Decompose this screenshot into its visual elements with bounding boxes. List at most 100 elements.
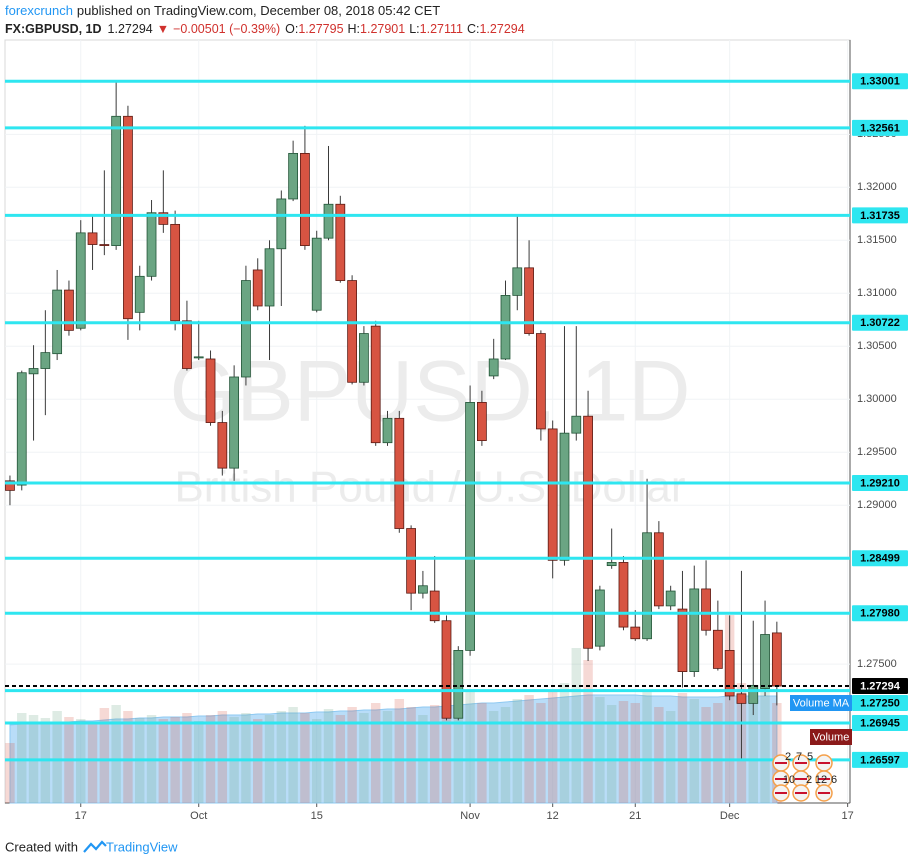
volume-bar	[111, 705, 121, 803]
level-label-box	[852, 207, 908, 224]
level-label: 1.33001	[860, 76, 900, 88]
volume-bar	[323, 709, 334, 803]
x-tick-label: 15	[311, 810, 323, 822]
volume-bar	[123, 711, 133, 803]
candle-body	[264, 248, 275, 307]
watermark: GBPUSD, 1D	[170, 344, 691, 440]
event-count: 2	[806, 774, 812, 786]
y-tick-label: 1.29000	[857, 499, 897, 511]
symbol: FX:GBPUSD, 1D	[5, 22, 102, 36]
candle-body	[170, 223, 181, 322]
volume-bar	[217, 711, 228, 803]
x-tick-label: 21	[629, 810, 641, 822]
level-label-box	[852, 474, 908, 491]
candle-body	[535, 333, 546, 430]
volume-bar	[429, 705, 440, 803]
low-label: L:	[409, 22, 419, 36]
candle-body	[665, 590, 676, 607]
level-label: 1.27980	[860, 608, 900, 620]
open: 1.27795	[298, 22, 343, 36]
y-tick-label: 1.31500	[857, 234, 897, 246]
volume-bar	[488, 711, 499, 803]
event-count: 7	[796, 751, 802, 763]
volume-bar	[465, 691, 475, 803]
candle-body	[311, 237, 322, 311]
volume-bar	[441, 693, 452, 803]
y-tick-label: 1.29500	[857, 446, 897, 458]
volume-badge	[810, 729, 852, 745]
level-label-box	[852, 751, 908, 768]
y-tick-label: 1.30000	[857, 393, 897, 405]
candle-body	[5, 480, 15, 491]
volume-bar	[194, 721, 204, 803]
event-count: 5	[807, 751, 813, 763]
candle-body	[87, 232, 98, 245]
close-label: C:	[467, 22, 480, 36]
candle-body	[524, 267, 534, 334]
volume-label: Volume	[813, 731, 850, 743]
volume-bar	[453, 695, 464, 803]
volume-bar	[618, 701, 629, 803]
volume-bar	[760, 687, 770, 803]
candle-body	[16, 372, 27, 486]
candle-body	[477, 402, 487, 441]
candle-body	[394, 417, 405, 529]
event-count: 6	[831, 774, 837, 786]
candle-body	[205, 358, 216, 423]
level-label: 1.27250	[860, 697, 900, 709]
candle-body	[724, 650, 735, 697]
volume-bar	[724, 615, 735, 803]
volume-bar	[5, 743, 15, 803]
candle-body	[760, 634, 770, 689]
change: −0.00501 (−0.39%)	[173, 22, 280, 36]
candle-body	[111, 115, 122, 246]
volume-bar	[689, 699, 699, 803]
level-label-box	[852, 550, 908, 567]
candle-body	[465, 402, 475, 651]
candle-body	[736, 693, 747, 704]
candle-body	[99, 244, 110, 246]
candle-body	[229, 376, 240, 469]
footer-brand[interactable]: TradingView	[106, 839, 178, 854]
open-label: O:	[285, 22, 298, 36]
volume-bar	[583, 660, 593, 803]
volume-bar	[17, 713, 27, 803]
last-price-label: 1.27294	[860, 680, 901, 692]
volume-bar	[406, 707, 416, 803]
volume-bar	[642, 691, 652, 803]
level-label: 1.26945	[860, 717, 900, 729]
candle-body	[217, 422, 228, 469]
volume-bar	[547, 691, 558, 803]
candle-body	[276, 198, 287, 250]
candle-body	[418, 585, 428, 594]
high-label: H:	[348, 22, 361, 36]
candle-body	[748, 684, 759, 704]
volume-bar	[630, 703, 640, 803]
level-label-box	[852, 314, 908, 331]
volume-bar	[477, 703, 487, 803]
candle-body	[134, 275, 145, 313]
y-tick-label: 1.27500	[857, 658, 897, 670]
candle-body	[712, 629, 723, 669]
candle-body	[182, 320, 192, 369]
candle-body	[559, 432, 570, 561]
candle-body	[288, 152, 298, 200]
candle-body	[370, 325, 381, 444]
level-label: 1.31735	[860, 210, 900, 222]
volume-bar	[524, 695, 534, 803]
author[interactable]: forexcrunch	[5, 3, 73, 18]
volume-bar	[288, 707, 298, 803]
candle-body	[571, 415, 582, 434]
volume-bar	[359, 713, 369, 803]
candle-body	[547, 428, 558, 561]
candle-body	[453, 650, 464, 719]
candle-body	[500, 294, 511, 360]
event-count: 12	[815, 774, 827, 786]
volume-ma-badge	[790, 695, 852, 711]
high: 1.27901	[360, 22, 405, 36]
brand-logo	[83, 840, 107, 853]
level-label-box	[852, 605, 908, 622]
candle-body	[64, 289, 74, 331]
volume-bar	[276, 711, 287, 803]
